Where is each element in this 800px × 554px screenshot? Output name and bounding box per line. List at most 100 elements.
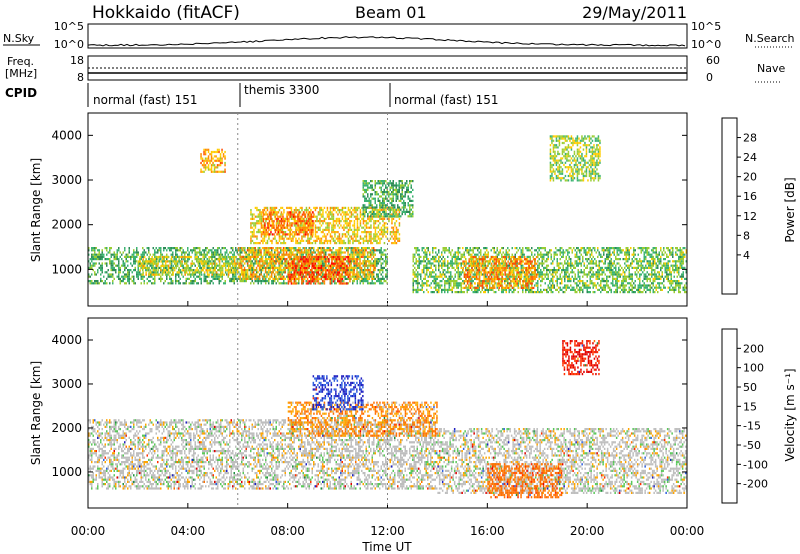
power-cell [323, 264, 325, 267]
power-cell [170, 247, 172, 250]
power-cell [297, 222, 299, 225]
power-cell [197, 264, 200, 267]
power-cell [292, 282, 294, 285]
power-cell [370, 251, 372, 254]
power-cell [444, 258, 446, 261]
power-cell [295, 226, 298, 229]
power-cell [145, 273, 147, 276]
power-cell [301, 224, 303, 227]
power-cell [316, 256, 318, 259]
power-cell [158, 273, 161, 276]
power-cell [484, 253, 486, 256]
power-cell [320, 239, 323, 242]
power-cell [312, 228, 314, 232]
power-cell [454, 273, 456, 276]
power-cell [441, 291, 443, 294]
power-cell [484, 251, 486, 254]
power-cell [265, 231, 268, 234]
power-cell [287, 275, 290, 278]
power-cell [316, 258, 318, 261]
power-cell [205, 277, 207, 280]
power-cell [221, 277, 223, 280]
power-cell [179, 262, 182, 265]
power-cell [487, 262, 489, 265]
power-cell [197, 247, 199, 250]
power-cell [200, 269, 203, 272]
power-cell [343, 220, 345, 223]
power-cell [157, 269, 159, 272]
power-cell [447, 264, 449, 267]
power-cell [456, 251, 458, 254]
power-cell [386, 260, 388, 263]
power-cell [127, 273, 129, 276]
power-cell [295, 262, 297, 265]
power-cell [104, 262, 106, 265]
power-cell [242, 280, 244, 283]
power-cell [209, 260, 212, 263]
power-cell [340, 209, 342, 212]
power-cell [178, 249, 180, 252]
power-cell [451, 249, 453, 252]
power-cell [270, 211, 272, 214]
power-cell [267, 262, 270, 265]
power-cell [301, 228, 304, 232]
power-cell [233, 264, 236, 267]
power-cell [484, 258, 486, 261]
power-cell [349, 271, 351, 274]
power-cell [268, 226, 270, 229]
power-cell [299, 239, 302, 242]
station-title: Hokkaido (fitACF) [92, 3, 240, 23]
power-cell [250, 226, 252, 229]
power-cell [358, 266, 360, 269]
power-cell [344, 264, 347, 267]
power-cell [290, 255, 292, 258]
power-cell [489, 284, 491, 287]
power-cell [181, 247, 183, 250]
power-cell [445, 271, 447, 274]
power-cell [211, 271, 213, 274]
power-cell [383, 222, 386, 225]
power-cell [161, 273, 164, 276]
power-cell [250, 209, 252, 212]
power-cell [224, 260, 227, 263]
power-cell [119, 277, 121, 280]
power-cell [435, 258, 437, 261]
power-cell [489, 262, 491, 265]
power-cell [148, 251, 150, 254]
power-cell [459, 258, 461, 261]
power-cell [155, 262, 158, 265]
power-cell [98, 253, 100, 256]
power-cell [371, 249, 373, 252]
power-cell [209, 271, 212, 274]
power-cell [148, 267, 150, 270]
power-cell [242, 247, 244, 250]
power-cell [155, 269, 157, 272]
power-cell [362, 271, 364, 274]
power-cell [211, 255, 213, 258]
power-cell [308, 275, 311, 278]
power-cell [271, 282, 273, 285]
power-cell [325, 239, 327, 242]
power-cell [276, 226, 278, 229]
power-cell [289, 222, 291, 225]
power-cell [182, 249, 184, 252]
power-cell [185, 271, 188, 274]
power-cell [298, 242, 300, 245]
power-cell [199, 251, 201, 254]
power-cell [128, 280, 130, 283]
power-cell [323, 217, 326, 220]
power-cell [322, 249, 324, 252]
power-cell [371, 215, 374, 218]
power-cell [392, 242, 395, 245]
power-cell [341, 242, 344, 245]
power-cell [353, 266, 355, 269]
power-cell [295, 211, 298, 214]
power-cell [457, 277, 459, 280]
power-cell [337, 206, 339, 209]
power-cell [379, 239, 381, 242]
power-cell [429, 273, 431, 276]
power-cell [203, 280, 205, 283]
power-cell [370, 224, 372, 227]
power-cell [444, 260, 446, 263]
power-cell [134, 262, 136, 265]
